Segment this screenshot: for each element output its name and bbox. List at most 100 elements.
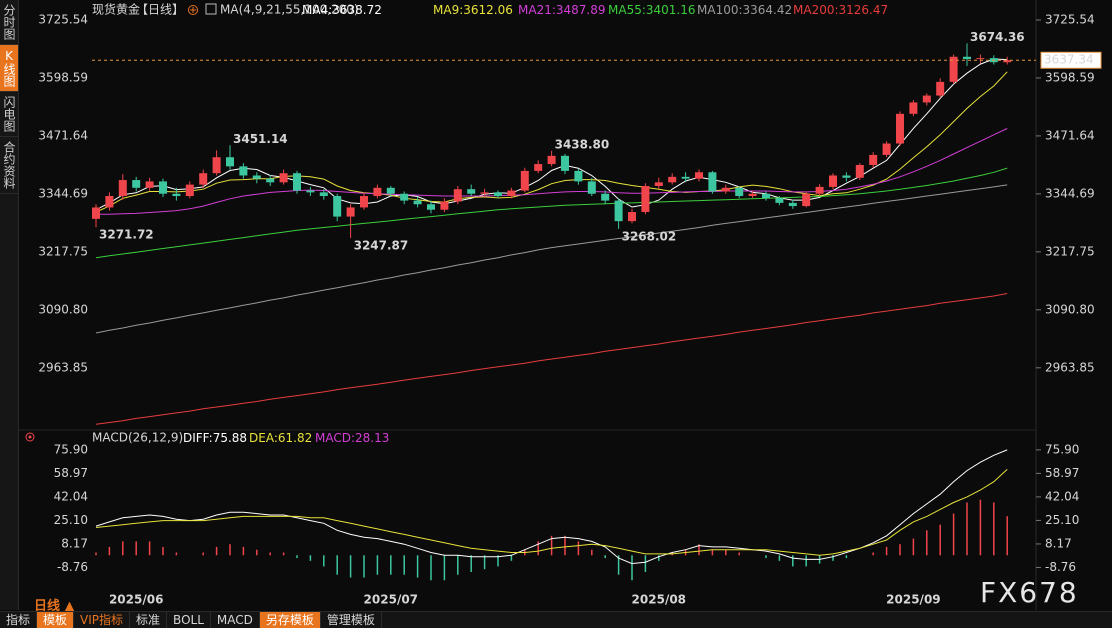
- toolbar-button[interactable]: 模板: [37, 612, 75, 628]
- candle-body: [400, 193, 409, 201]
- macd-bar: [95, 552, 97, 556]
- candle-body: [226, 157, 234, 167]
- macd-bar: [912, 538, 915, 556]
- instrument-title: 现货黄金: [92, 2, 140, 17]
- candle-body: [735, 187, 744, 197]
- macd-bar: [993, 502, 995, 556]
- macd-bar: [497, 555, 499, 567]
- y-tick-label: 58.97: [54, 466, 88, 480]
- y-tick-label: 3344.69: [1045, 186, 1095, 200]
- macd-bar: [644, 555, 647, 572]
- toolbar-button[interactable]: BOLL: [167, 612, 211, 628]
- macd-bar: [309, 555, 312, 561]
- macd-bar: [926, 530, 928, 556]
- legend-name: MA100:: [697, 3, 743, 17]
- macd-bar: [483, 555, 486, 570]
- candle-body: [896, 113, 904, 144]
- macd-bar: [966, 502, 968, 556]
- arrow-icon[interactable]: ▲: [64, 599, 75, 614]
- legend-value: 28.13: [355, 431, 389, 445]
- macd-settings-icon[interactable]: [28, 435, 32, 439]
- macd-line: [95, 469, 1008, 556]
- y-tick-label: 3598.59: [1045, 70, 1095, 84]
- macd-bar: [698, 544, 700, 556]
- macd-bar: [738, 552, 740, 556]
- last-price-label: 3637.34: [1044, 53, 1094, 67]
- toolbar-button[interactable]: 管理模板: [321, 612, 382, 628]
- macd-bar: [1006, 516, 1008, 556]
- candle-body: [118, 180, 127, 197]
- candle-body: [855, 164, 864, 178]
- y-tick-label: -8.76: [1045, 560, 1076, 574]
- ma-settings-icon[interactable]: [205, 3, 217, 15]
- candle-body: [159, 181, 167, 194]
- candle-body: [413, 200, 422, 205]
- period-selector[interactable]: 日线 ▲: [34, 595, 75, 614]
- x-tick-label: 2025/07: [364, 593, 418, 607]
- toolbar-button[interactable]: 指标: [0, 612, 38, 628]
- macd-bar: [577, 541, 580, 556]
- macd-bar: [564, 535, 566, 556]
- macd-bar: [711, 549, 714, 556]
- macd-bar: [845, 555, 848, 559]
- macd-bar: [510, 555, 513, 561]
- y-tick-label: 3471.64: [1045, 128, 1095, 142]
- toolbar-button[interactable]: 另存模板: [259, 612, 321, 628]
- macd-bar: [175, 552, 178, 556]
- candle-body: [614, 200, 623, 222]
- toolbar-button[interactable]: VIP指标: [74, 612, 131, 628]
- high-annotation: 3674.36: [970, 30, 1025, 44]
- y-tick-label: 3471.64: [38, 128, 88, 142]
- candle-body: [172, 193, 181, 197]
- sidebar-tab[interactable]: 分时图: [0, 0, 18, 45]
- low-annotation: 3268.02: [622, 229, 677, 243]
- candle-body: [520, 170, 529, 191]
- macd-bar: [725, 549, 727, 556]
- y-tick-label: 2963.85: [38, 360, 88, 374]
- candle-body: [279, 173, 288, 183]
- candle-body: [654, 182, 663, 186]
- last-price-box: [1040, 51, 1102, 69]
- candle-body: [681, 176, 690, 179]
- period-label[interactable]: 日线: [34, 599, 61, 614]
- macd-settings-icon[interactable]: [25, 432, 35, 442]
- ma-line: [95, 184, 1008, 334]
- toolbar-button[interactable]: MACD: [211, 612, 260, 628]
- macd-bar: [979, 499, 982, 556]
- legend-item: MA4:3638.72: [302, 3, 382, 17]
- candle-body: [293, 173, 301, 191]
- legend-item: MA55:3401.16: [608, 3, 696, 17]
- macd-bar: [349, 555, 352, 578]
- macd-bar: [778, 555, 781, 561]
- sidebar-tab[interactable]: 闪电图: [0, 92, 18, 137]
- candle-body: [373, 187, 382, 197]
- y-tick-label: 42.04: [1045, 489, 1079, 503]
- toolbar-button[interactable]: 标准: [130, 612, 168, 628]
- toolbar: 指标 模板 VIP指标 标准 BOLL MACD 另存模板 管理模板: [0, 611, 1112, 628]
- macd-bar: [470, 555, 472, 572]
- sidebar-tab[interactable]: K线图: [0, 45, 18, 92]
- sidebar: 分时图 K线图 闪电图 合约资料: [0, 0, 19, 610]
- y-tick-label: 2963.85: [1045, 360, 1095, 374]
- macd-bar: [658, 555, 660, 561]
- candle-body: [427, 204, 435, 210]
- candle-body: [668, 176, 677, 183]
- candle-body: [453, 189, 462, 202]
- macd-bar: [631, 555, 633, 581]
- candle-body: [346, 207, 355, 217]
- indicator-label: MA(4,9,21,55,100,200): [220, 3, 359, 17]
- y-tick-label: 3344.69: [38, 186, 88, 200]
- macd-bar: [282, 552, 285, 556]
- sidebar-tab[interactable]: 合约资料: [0, 137, 18, 194]
- macd-bar: [457, 555, 459, 575]
- candle-body: [587, 181, 596, 194]
- legend-item: MA100:3364.42: [697, 3, 792, 17]
- macd-bar: [952, 513, 955, 556]
- add-icon[interactable]: [188, 5, 198, 15]
- candle-body: [869, 154, 878, 165]
- candle-body: [480, 192, 489, 194]
- candle-body: [212, 157, 221, 174]
- legend-item: MA21:3487.89: [518, 3, 606, 17]
- macd-bar: [591, 549, 593, 556]
- candle-body: [601, 193, 610, 201]
